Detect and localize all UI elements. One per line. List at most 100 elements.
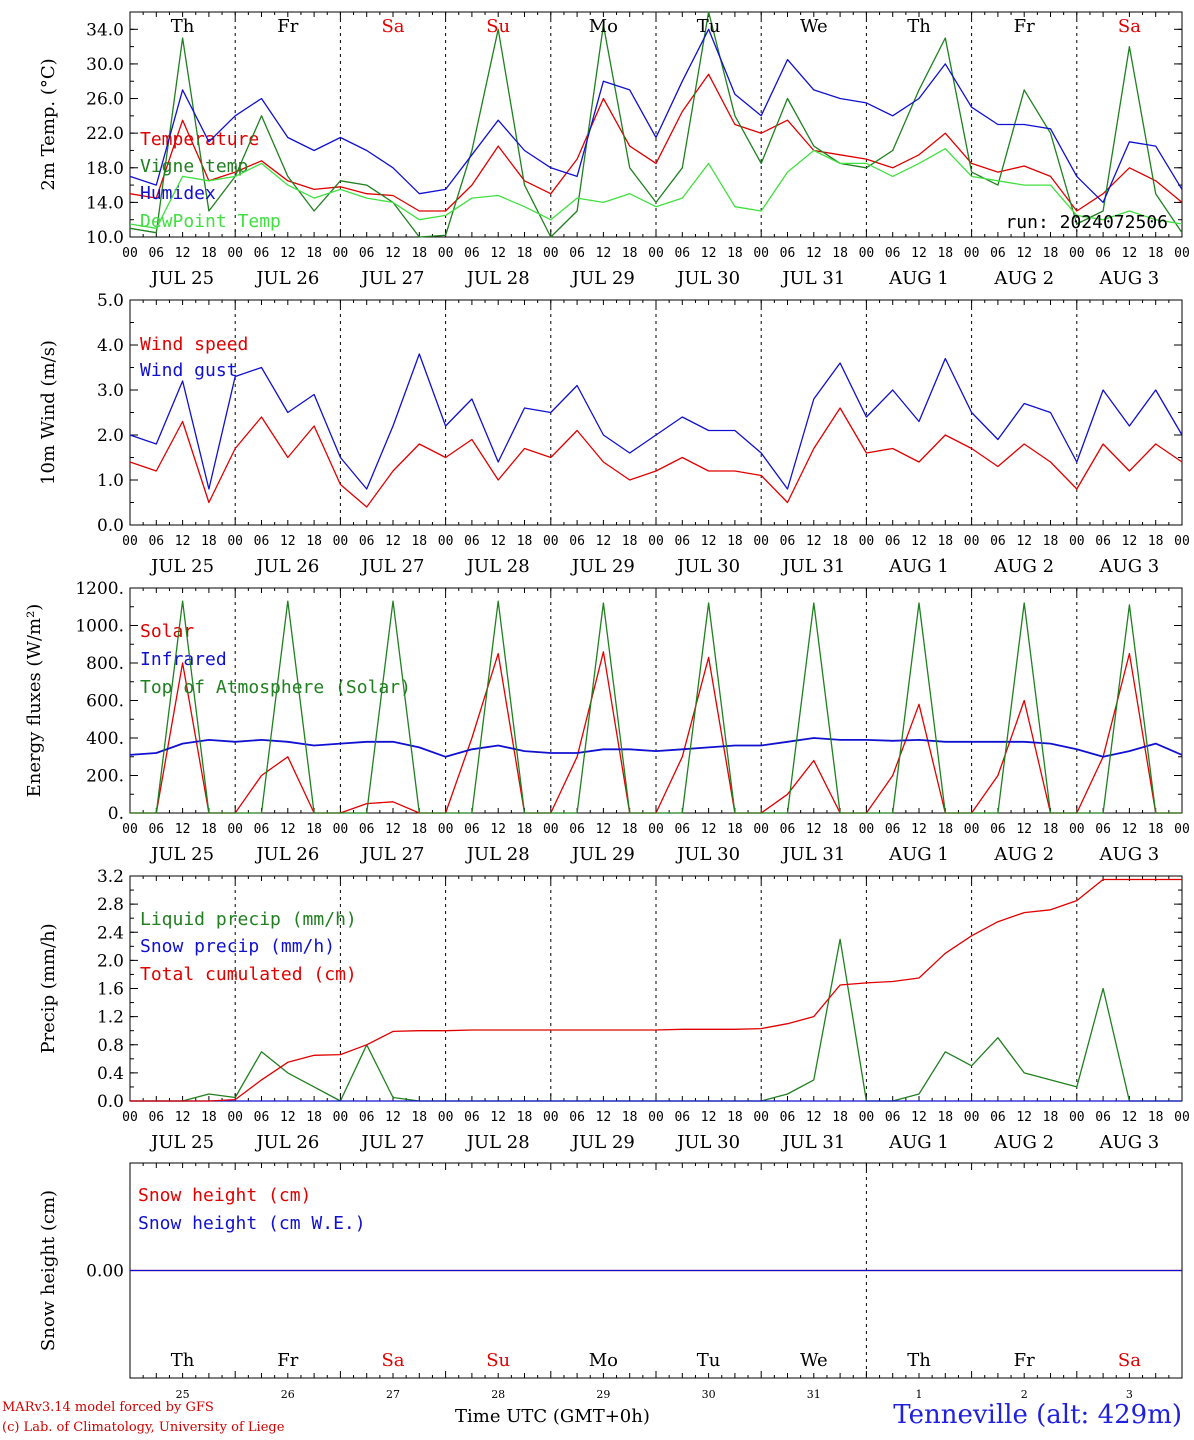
hour-tick-label: 00	[438, 1110, 454, 1125]
hour-tick-label: 00	[333, 1110, 349, 1125]
date-label: AUG 3	[1099, 1132, 1160, 1153]
hour-tick-label: 18	[622, 822, 638, 837]
hour-tick-label: 18	[201, 1110, 217, 1125]
hour-tick-label: 06	[464, 246, 480, 261]
legend-label: Infrared	[140, 649, 227, 670]
hour-tick-label: 18	[517, 1110, 533, 1125]
y-tick-label: 0.00	[86, 1262, 124, 1282]
hour-tick-label: 00	[227, 534, 243, 549]
legend-label: Snow precip (mm/h)	[140, 936, 335, 957]
hour-tick-label: 00	[648, 822, 664, 837]
hour-tick-label: 18	[201, 534, 217, 549]
legend-label: Solar	[140, 621, 194, 642]
hour-tick-label: 12	[596, 246, 612, 261]
day-label-bottom: Fr	[1014, 1350, 1035, 1371]
legend-label: Humidex	[140, 183, 216, 204]
series-line-temperature	[129, 73, 1183, 212]
date-label: JUL 26	[254, 844, 319, 865]
hour-tick-label: 12	[911, 1110, 927, 1125]
time-axis-label: Time UTC (GMT+0h)	[455, 1406, 650, 1427]
hour-tick-label: 12	[385, 246, 401, 261]
hour-tick-label: 00	[333, 246, 349, 261]
hour-tick-label: 12	[385, 534, 401, 549]
hour-tick-label: 06	[780, 1110, 796, 1125]
hour-tick-label: 06	[1095, 246, 1111, 261]
date-label: JUL 29	[570, 1132, 635, 1153]
hour-tick-label: 06	[148, 246, 164, 261]
date-label: JUL 28	[465, 844, 530, 865]
hour-tick-label: 00	[227, 246, 243, 261]
date-label: JUL 26	[254, 556, 319, 577]
hour-tick-label: 00	[543, 534, 559, 549]
day-label-bottom: Th	[907, 1350, 931, 1371]
day-label-bottom: We	[800, 1350, 828, 1371]
hour-tick-label: 06	[254, 534, 270, 549]
hour-tick-label: 18	[727, 822, 743, 837]
y-tick-label: 18.0	[86, 159, 124, 179]
hour-tick-label: 12	[1122, 1110, 1138, 1125]
date-label: JUL 29	[570, 268, 635, 289]
hour-tick-label: 00	[648, 246, 664, 261]
hour-tick-label: 06	[359, 246, 375, 261]
hour-tick-label: 12	[701, 534, 717, 549]
hour-tick-label: 00	[438, 246, 454, 261]
y-tick-label: 22.0	[86, 124, 124, 144]
hour-tick-label: 18	[832, 1110, 848, 1125]
hour-tick-label: 00	[1174, 246, 1190, 261]
hour-tick-label: 00	[1069, 1110, 1085, 1125]
day-number-label: 3	[1126, 1388, 1133, 1401]
hour-tick-label: 00	[438, 822, 454, 837]
hour-tick-label: 18	[1148, 1110, 1164, 1125]
hour-tick-label: 06	[254, 246, 270, 261]
hour-tick-label: 12	[175, 822, 191, 837]
y-tick-label: 1.2	[97, 1008, 124, 1028]
day-label-bottom: Su	[486, 1350, 510, 1371]
lab-credit: (c) Lab. of Climatology, University of L…	[2, 1420, 285, 1435]
date-label: JUL 31	[780, 268, 845, 289]
date-label: AUG 2	[993, 268, 1054, 289]
hour-tick-label: 06	[990, 822, 1006, 837]
hour-tick-label: 00	[964, 822, 980, 837]
date-label: AUG 1	[888, 268, 949, 289]
hour-tick-label: 00	[333, 534, 349, 549]
day-label-top: Fr	[277, 16, 298, 37]
date-label: JUL 25	[149, 1132, 214, 1153]
y-tick-label: 400.	[86, 729, 124, 749]
hour-tick-label: 18	[937, 1110, 953, 1125]
date-label: JUL 28	[465, 556, 530, 577]
hour-tick-label: 00	[1069, 246, 1085, 261]
hour-tick-label: 06	[148, 534, 164, 549]
hour-tick-label: 06	[990, 534, 1006, 549]
series-line-wind-speed	[129, 407, 1183, 508]
day-label-top: Su	[486, 16, 510, 37]
hour-tick-label: 18	[727, 534, 743, 549]
hour-tick-label: 18	[517, 822, 533, 837]
hour-tick-label: 00	[543, 246, 559, 261]
hour-tick-label: 18	[727, 1110, 743, 1125]
hour-tick-label: 12	[1016, 822, 1032, 837]
day-number-label: 1	[916, 1388, 923, 1401]
day-label-top: Fr	[1014, 16, 1035, 37]
date-label: JUL 29	[570, 556, 635, 577]
hour-tick-label: 18	[1043, 534, 1059, 549]
station-title: Tenneville (alt: 429m)	[893, 1400, 1182, 1430]
hour-tick-label: 00	[648, 534, 664, 549]
day-number-label: 28	[491, 1388, 505, 1401]
hour-tick-label: 18	[411, 246, 427, 261]
hour-tick-label: 12	[911, 822, 927, 837]
hour-tick-label: 06	[674, 1110, 690, 1125]
legend-label: Wind gust	[140, 360, 238, 381]
hour-tick-label: 00	[227, 1110, 243, 1125]
hour-tick-label: 00	[964, 534, 980, 549]
hour-tick-label: 18	[937, 822, 953, 837]
y-tick-label: 200.	[86, 767, 124, 787]
date-label: AUG 2	[993, 1132, 1054, 1153]
y-tick-label: 30.0	[86, 55, 124, 75]
y-tick-label: 0.0	[97, 1092, 124, 1112]
date-label: JUL 25	[149, 556, 214, 577]
legend-label: DewPoint Temp	[140, 211, 281, 232]
hour-tick-label: 12	[911, 246, 927, 261]
hour-tick-label: 12	[1016, 246, 1032, 261]
hour-tick-label: 06	[780, 822, 796, 837]
hour-tick-label: 06	[885, 1110, 901, 1125]
